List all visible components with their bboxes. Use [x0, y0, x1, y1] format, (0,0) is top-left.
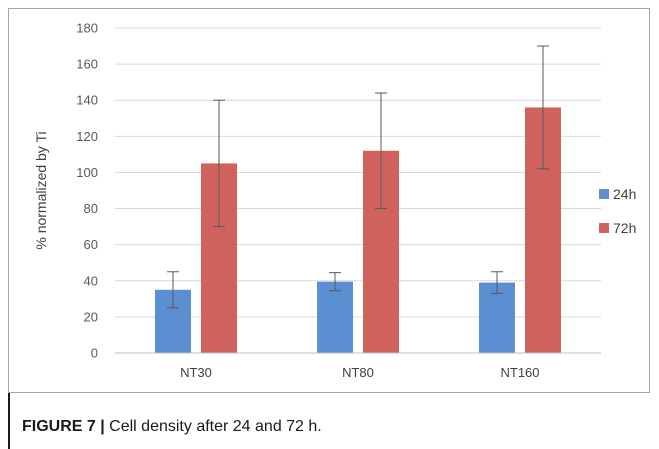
bar-24h-NT80 — [317, 281, 353, 353]
caption-accent-bar — [8, 393, 10, 449]
gridlines — [115, 27, 601, 318]
legend-swatch-24h — [599, 189, 609, 199]
y-tick-label: 180 — [76, 21, 98, 36]
caption-text: Cell density after 24 and 72 h. — [104, 418, 322, 435]
y-axis-label: % normalized by Ti — [33, 131, 49, 249]
chart-frame: 0 20 40 60 80 100 120 140 160 180 NT30 NT80 NT160 %… — [8, 8, 650, 393]
y-tick-label: 120 — [76, 129, 98, 144]
y-tick-label: 140 — [76, 93, 98, 108]
bar-24h-NT160 — [479, 282, 515, 353]
y-tick-label: 60 — [84, 237, 98, 252]
x-category-label: NT80 — [342, 365, 374, 380]
y-tick-label: 0 — [91, 346, 98, 361]
y-axis-ticks: 0 20 40 60 80 100 120 140 160 180 — [76, 21, 98, 361]
y-tick-label: 40 — [84, 273, 98, 288]
bars — [155, 107, 561, 353]
bar-chart: 0 20 40 60 80 100 120 140 160 180 NT30 NT80 NT160 %… — [33, 21, 636, 381]
legend-label-24h: 24h — [613, 186, 636, 202]
legend: 24h 72h — [599, 186, 636, 236]
legend-label-72h: 72h — [613, 220, 636, 236]
y-tick-label: 80 — [84, 201, 98, 216]
y-tick-label: 160 — [76, 57, 98, 72]
legend-swatch-72h — [599, 223, 609, 233]
y-tick-label: 100 — [76, 165, 98, 180]
y-tick-label: 20 — [84, 309, 98, 324]
x-category-label: NT30 — [180, 365, 212, 380]
figure-caption: FIGURE 7 | Cell density after 24 and 72 … — [22, 418, 322, 436]
x-axis-categories: NT30 NT80 NT160 — [180, 365, 539, 380]
caption-label: FIGURE 7 | — [22, 418, 105, 435]
x-category-label: NT160 — [500, 365, 539, 380]
error-bars — [167, 45, 549, 309]
